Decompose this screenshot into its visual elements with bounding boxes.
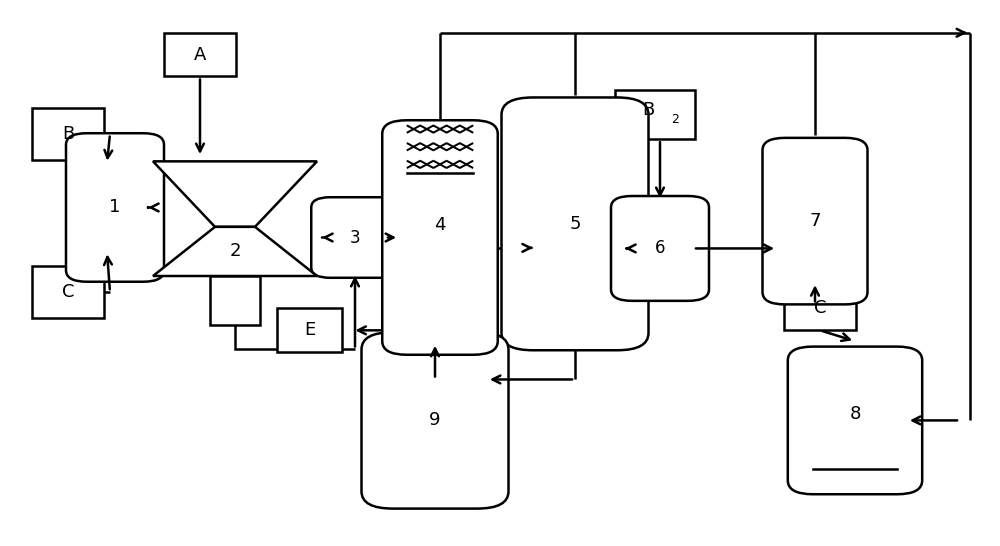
- FancyBboxPatch shape: [788, 347, 922, 494]
- Text: C: C: [814, 300, 826, 317]
- Text: B: B: [642, 102, 654, 119]
- FancyBboxPatch shape: [382, 120, 498, 355]
- Polygon shape: [153, 162, 317, 227]
- FancyBboxPatch shape: [611, 196, 709, 301]
- Text: 9: 9: [429, 412, 441, 429]
- Text: 4: 4: [434, 216, 446, 234]
- Text: 5: 5: [569, 215, 581, 233]
- Text: 7: 7: [809, 212, 821, 230]
- Text: C: C: [62, 283, 74, 301]
- FancyBboxPatch shape: [311, 197, 399, 278]
- FancyBboxPatch shape: [501, 98, 648, 351]
- Bar: [210, 276, 260, 325]
- FancyBboxPatch shape: [66, 133, 164, 282]
- Text: E: E: [304, 322, 316, 339]
- Polygon shape: [153, 227, 317, 276]
- FancyBboxPatch shape: [362, 332, 509, 509]
- Bar: [615, 90, 695, 139]
- Text: 6: 6: [655, 240, 665, 257]
- Text: 3: 3: [350, 229, 360, 246]
- Bar: [164, 33, 236, 76]
- Text: 1: 1: [109, 199, 121, 216]
- Bar: [32, 266, 104, 318]
- Text: 8: 8: [849, 406, 861, 423]
- Bar: [277, 308, 342, 352]
- Text: A: A: [194, 46, 206, 63]
- Text: 2: 2: [671, 112, 679, 126]
- Text: B: B: [62, 125, 74, 143]
- Bar: [32, 108, 104, 159]
- Text: 2: 2: [229, 242, 241, 260]
- Bar: [784, 287, 856, 330]
- FancyBboxPatch shape: [763, 138, 867, 305]
